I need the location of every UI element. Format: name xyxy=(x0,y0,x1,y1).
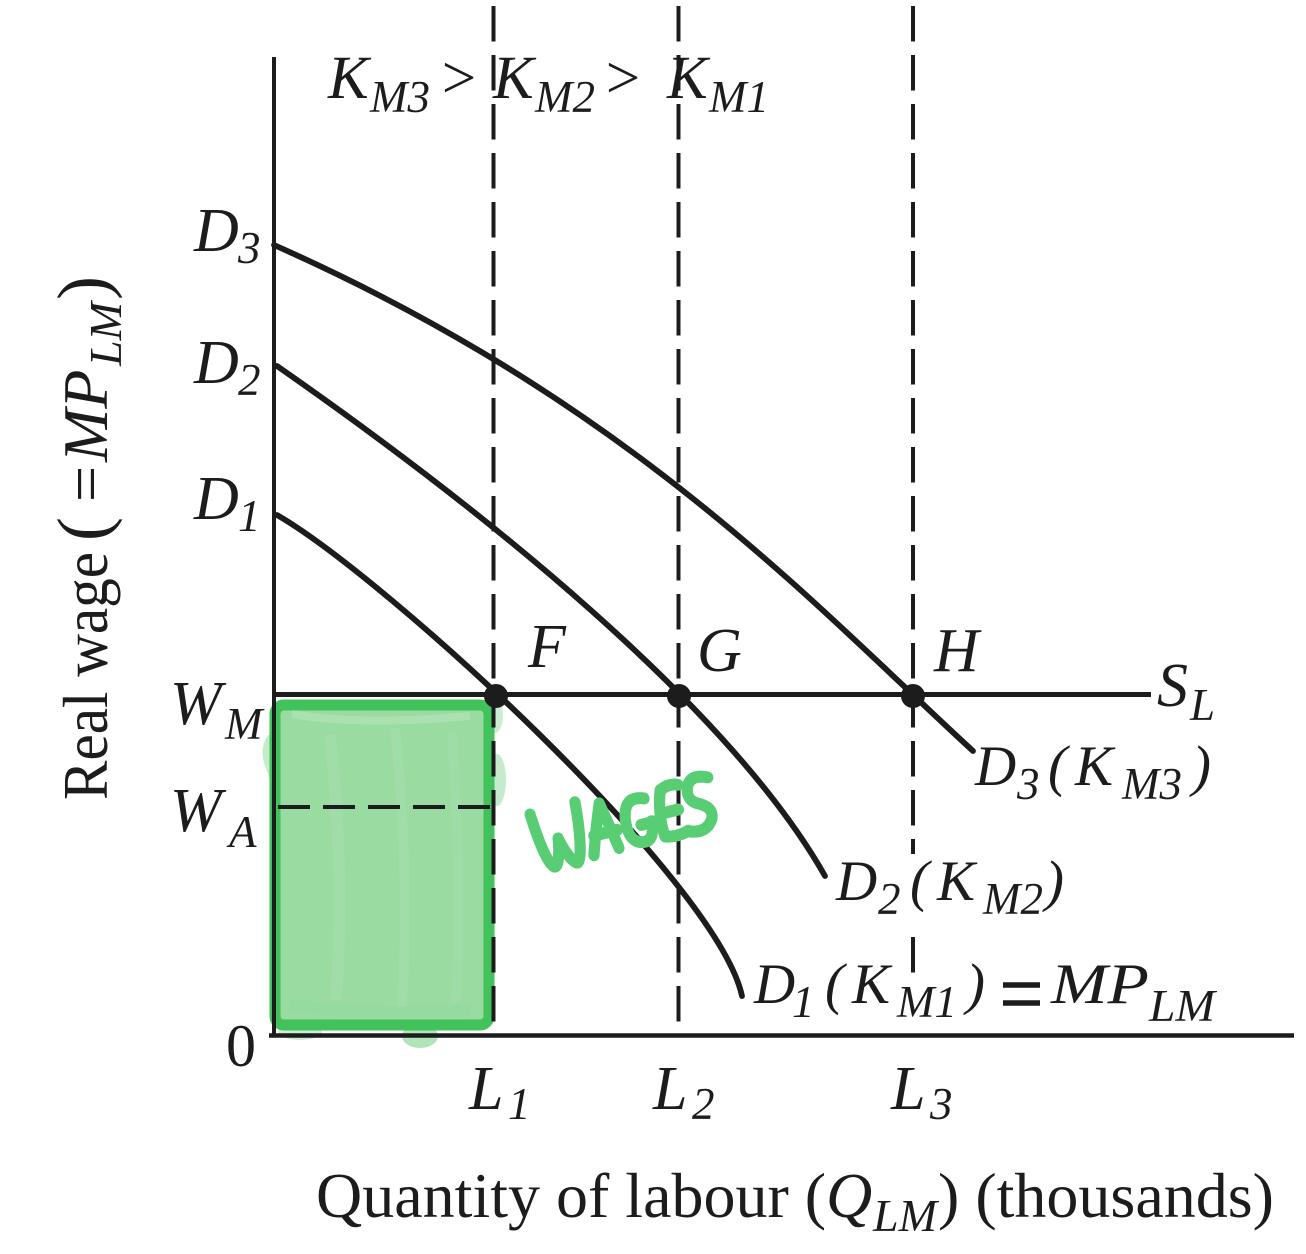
svg-text:Quantity of labour (: Quantity of labour ( xyxy=(316,1160,826,1231)
svg-text:1: 1 xyxy=(792,977,815,1027)
svg-text:L: L xyxy=(652,1055,687,1123)
svg-text:>: > xyxy=(438,45,479,112)
svg-text:M2: M2 xyxy=(982,874,1043,924)
svg-text:M2: M2 xyxy=(534,72,595,122)
svg-text:W: W xyxy=(170,777,227,845)
svg-text:L: L xyxy=(468,1055,503,1123)
svg-text:D: D xyxy=(193,329,239,397)
svg-text:3: 3 xyxy=(929,1079,953,1129)
svg-text:A: A xyxy=(226,807,257,857)
svg-text:2: 2 xyxy=(238,355,261,405)
svg-text:=: = xyxy=(50,466,121,502)
svg-text:K: K xyxy=(492,45,537,112)
svg-text:3: 3 xyxy=(237,223,261,273)
svg-text:(K: (K xyxy=(825,953,898,1016)
svg-text:Q: Q xyxy=(826,1160,872,1231)
svg-text:D: D xyxy=(193,465,239,533)
svg-text:F: F xyxy=(527,613,567,681)
svg-text:L: L xyxy=(1189,680,1215,730)
svg-text:): ) xyxy=(1042,850,1064,913)
svg-text:) (thousands): ) (thousands) xyxy=(938,1160,1274,1231)
svg-text:M3: M3 xyxy=(1121,759,1182,809)
svg-text:1: 1 xyxy=(508,1079,531,1129)
svg-text:2: 2 xyxy=(878,874,901,924)
svg-text:G: G xyxy=(697,617,742,685)
svg-text:2: 2 xyxy=(692,1079,715,1129)
svg-text:W: W xyxy=(170,670,227,738)
svg-text:LM: LM xyxy=(872,1190,940,1241)
svg-text:D: D xyxy=(753,953,795,1016)
svg-text:K: K xyxy=(327,45,372,112)
svg-text:LM: LM xyxy=(80,299,131,367)
svg-text:MP: MP xyxy=(50,370,121,463)
svg-text:): ) xyxy=(43,276,123,300)
svg-text:M: M xyxy=(224,699,265,749)
svg-text:MP: MP xyxy=(1050,953,1149,1016)
svg-text:D: D xyxy=(974,735,1016,798)
svg-text:M1: M1 xyxy=(708,72,769,122)
svg-text:): ) xyxy=(1189,735,1211,798)
svg-text:Real wage: Real wage xyxy=(51,552,121,800)
svg-text:(: ( xyxy=(43,517,123,541)
svg-text:0: 0 xyxy=(226,1013,256,1079)
svg-text:M3: M3 xyxy=(369,72,430,122)
svg-text:S: S xyxy=(1157,652,1188,720)
svg-text:3: 3 xyxy=(1016,759,1040,809)
svg-text:L: L xyxy=(890,1055,925,1123)
svg-text:(K: (K xyxy=(1048,735,1121,798)
svg-text:>: > xyxy=(602,45,643,112)
svg-text:H: H xyxy=(933,617,982,685)
svg-text:D: D xyxy=(193,197,239,265)
svg-text:(K: (K xyxy=(910,850,983,913)
svg-text:K: K xyxy=(666,45,711,112)
svg-text:1: 1 xyxy=(238,491,261,541)
svg-text:LM: LM xyxy=(1148,981,1218,1031)
svg-text:M1: M1 xyxy=(896,977,957,1027)
svg-text:D: D xyxy=(835,850,877,913)
svg-text:): ) xyxy=(963,953,985,1016)
